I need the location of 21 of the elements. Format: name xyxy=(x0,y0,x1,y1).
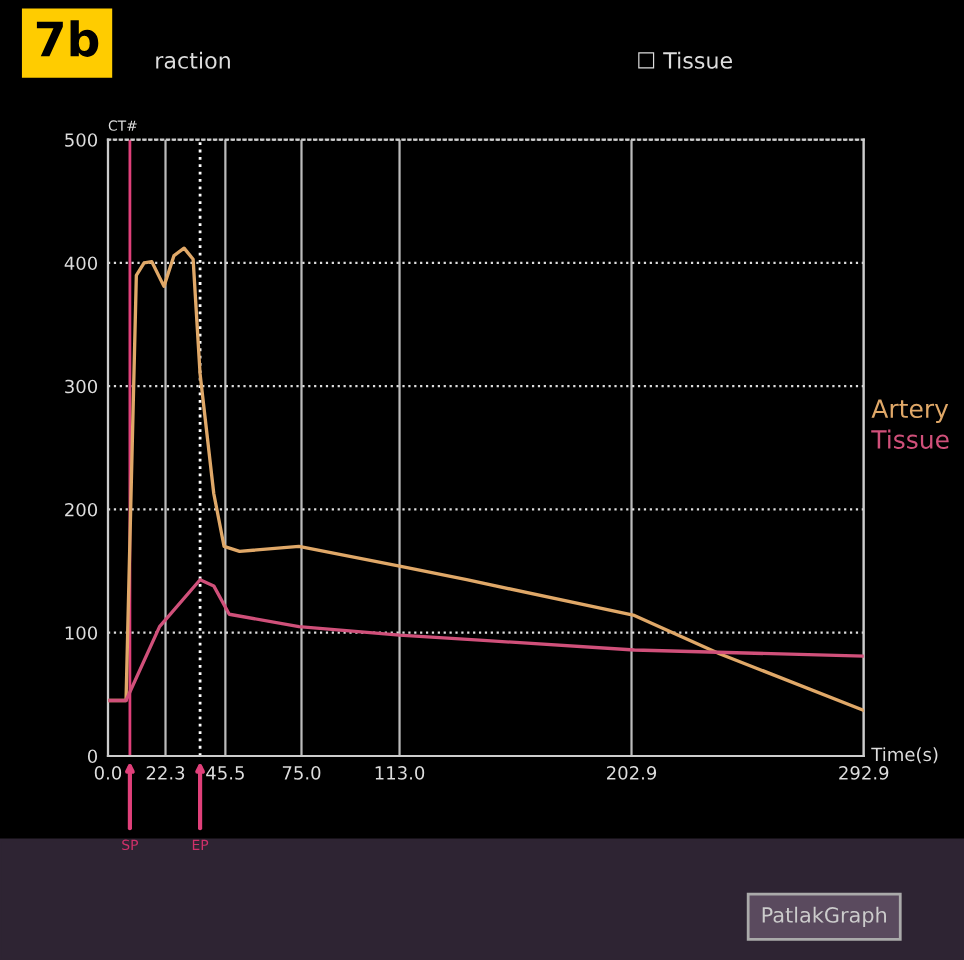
y-tick-label: 0 xyxy=(87,749,98,764)
y-tick-label: 400 xyxy=(64,256,98,271)
x-tick-label: 292.9 xyxy=(839,766,889,780)
y-tick-label: 300 xyxy=(65,379,98,394)
text: PatlakGraph xyxy=(762,906,886,927)
y-tick-label: 100 xyxy=(65,626,98,640)
y-tick-label: 200 xyxy=(65,502,98,517)
x-axis-title: Time(s) xyxy=(871,747,938,764)
text: 7b xyxy=(36,20,99,57)
text: Tissue xyxy=(871,429,949,449)
x-tick-label: 75.0 xyxy=(282,766,321,780)
x-tick-label: 202.9 xyxy=(606,766,657,780)
chart-title: raction xyxy=(156,51,230,69)
y-tick-label: 500 xyxy=(65,133,98,147)
line-series xyxy=(108,578,864,703)
x-tick-label: 45.5 xyxy=(206,766,244,780)
x-tick-label: 22.3 xyxy=(146,766,185,780)
x-tick-label: 0.0 xyxy=(94,766,122,780)
x-tick-label: 113.0 xyxy=(375,766,425,780)
text: ☐ Tissue xyxy=(638,51,733,69)
text: Artery xyxy=(871,399,949,423)
